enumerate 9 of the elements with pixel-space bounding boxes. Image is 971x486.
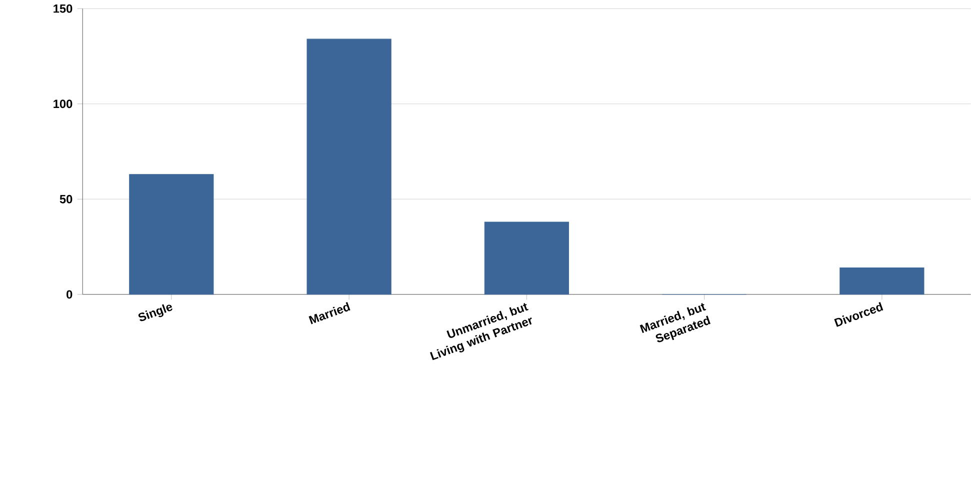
bar — [484, 222, 569, 295]
bar — [129, 174, 214, 295]
x-tick-label: Single — [138, 304, 172, 322]
bar — [306, 38, 392, 295]
y-tick-label: 100 — [54, 100, 72, 108]
bar — [840, 268, 924, 295]
y-tick-label: 150 — [54, 4, 72, 13]
y-tick-label: 0 — [66, 290, 72, 299]
y-tick-label: 50 — [60, 194, 72, 204]
